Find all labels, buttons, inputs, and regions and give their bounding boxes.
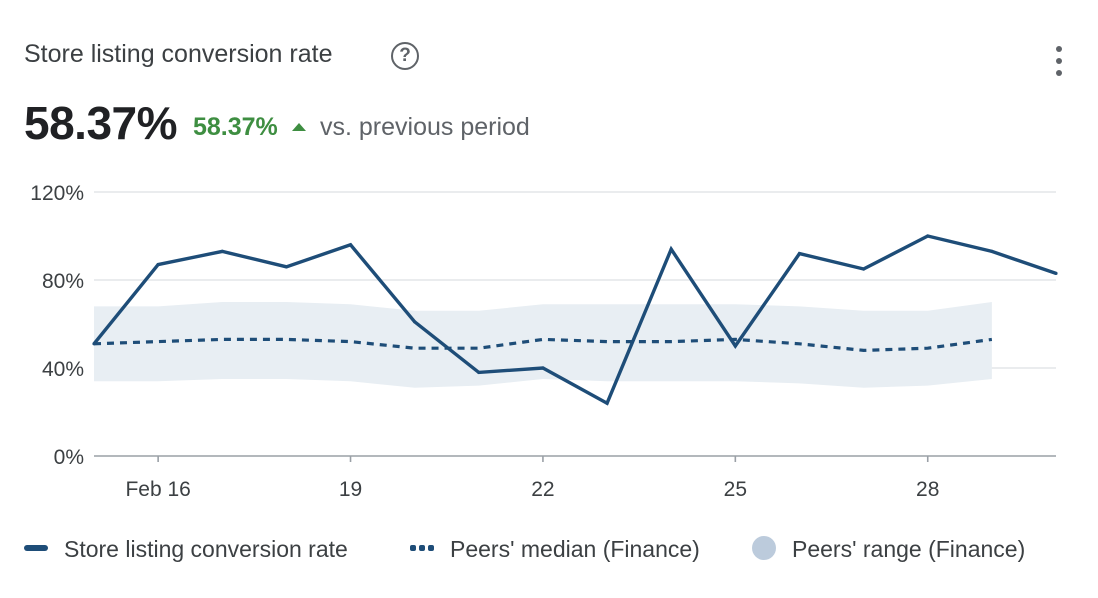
- data-point: [156, 263, 160, 267]
- x-tick-label: 19: [339, 478, 362, 501]
- data-point: [926, 234, 930, 238]
- x-axis-ticks: Feb 16 19 22 25 28: [125, 456, 939, 501]
- metric-value: 58.37%: [24, 97, 178, 149]
- data-point: [477, 370, 481, 374]
- legend-label: Peers' range (Finance): [792, 536, 1026, 562]
- legend-band-swatch: [752, 536, 776, 560]
- x-tick-label: Feb 16: [125, 478, 190, 501]
- x-tick-label: 28: [916, 478, 939, 501]
- legend-dashed-line-swatch: [410, 545, 434, 551]
- data-point: [990, 249, 994, 253]
- arrow-up-icon: [292, 123, 306, 131]
- data-point: [669, 247, 673, 251]
- metric-change: 58.37%: [193, 113, 278, 141]
- peers-median-layer: [93, 337, 993, 353]
- line-chart: 120% 80% 40% 0% Feb 16 19 22 25 28: [30, 182, 1058, 501]
- metric-compare-text: vs. previous period: [320, 113, 530, 141]
- y-tick-label: 80%: [42, 270, 84, 293]
- x-tick-label: 25: [724, 478, 747, 501]
- data-point: [348, 243, 353, 247]
- data-point: [1054, 271, 1058, 275]
- legend-label: Store listing conversion rate: [64, 536, 348, 562]
- help-circle-icon[interactable]: ?: [391, 42, 419, 70]
- peers-median-line: [93, 337, 993, 353]
- conversion-rate-line: [92, 234, 1057, 406]
- y-tick-label: 120%: [30, 182, 84, 205]
- legend-label: Peers' median (Finance): [450, 536, 700, 562]
- y-tick-label: 40%: [42, 358, 84, 381]
- x-tick-label: 22: [531, 478, 554, 501]
- data-point: [605, 401, 609, 405]
- more-vert-icon[interactable]: [1046, 44, 1072, 78]
- legend-solid-line-swatch: [24, 545, 48, 551]
- card-title: Store listing conversion rate: [24, 40, 333, 68]
- data-point: [797, 252, 802, 256]
- data-point: [862, 267, 866, 271]
- conversion-rate-line-layer: [92, 234, 1058, 406]
- peers-range-band: [94, 302, 992, 388]
- peers-range-band-layer: [94, 302, 992, 388]
- data-point: [220, 249, 224, 253]
- data-point: [413, 320, 417, 324]
- data-point: [541, 366, 545, 370]
- data-point: [733, 344, 737, 348]
- y-tick-label: 0%: [54, 446, 84, 469]
- data-point: [284, 265, 288, 269]
- y-axis-ticks: 120% 80% 40% 0%: [30, 182, 84, 469]
- data-point: [92, 342, 96, 346]
